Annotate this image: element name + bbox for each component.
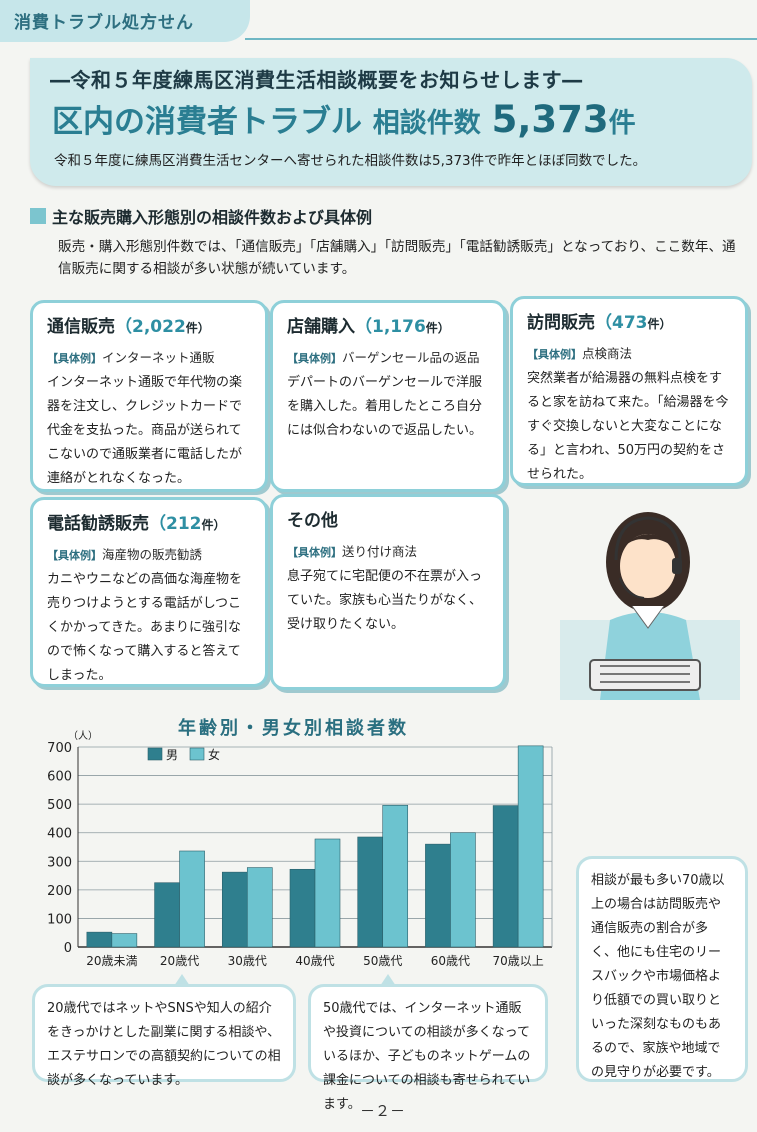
series-title: 消費トラブル処方せん — [14, 13, 194, 33]
card-example: 【具体例】海産物の販売勧誘 — [47, 547, 203, 562]
y-tick-label: 400 — [47, 827, 72, 842]
bar-female — [179, 850, 205, 948]
bar-female — [246, 867, 273, 948]
title-label: 相談件数 — [372, 108, 481, 139]
bar-female — [314, 838, 341, 948]
section-description: 販売・購入形態別件数では、「通信販売」「店舗購入」「訪問販売」「電話勧誘販売」と… — [58, 239, 736, 277]
y-tick-label: 100 — [47, 912, 72, 927]
card-mail-order: 通信販売（2,022件） 【具体例】インターネット通販 インターネット通販で年代… — [30, 300, 268, 492]
divider — [245, 38, 757, 40]
bar-female — [382, 804, 409, 948]
card-heading: 通信販売（2,022件） — [47, 317, 210, 337]
card-heading: 訪問販売（473件） — [527, 313, 672, 333]
page-number: －２－ — [360, 1102, 406, 1120]
card-heading: 店舗購入（1,176件） — [287, 317, 450, 337]
title-unit: 件 — [608, 108, 636, 139]
y-axis-label: （人） — [68, 730, 98, 742]
y-tick-label: 200 — [47, 884, 72, 899]
header-subtitle: ―令和５年度練馬区消費生活相談概要をお知らせします― — [50, 68, 583, 92]
y-tick-label: 500 — [47, 798, 72, 813]
card-phone-solicitation: 電話勧誘販売（212件） 【具体例】海産物の販売勧誘 カニやウニなどの高価な海産… — [30, 497, 268, 687]
card-body: インターネット通販で年代物の楽器を注文し、クレジットカードで代金を支払った。商品… — [47, 375, 243, 486]
card-body: カニやウニなどの高価な海産物を売りつけようとする電話がしつこくかかってきた。あま… — [47, 572, 243, 683]
bar-male — [289, 868, 316, 948]
card-count: （1,176 — [355, 317, 426, 337]
legend-swatch — [147, 747, 163, 761]
card-body: 突然業者が給湯器の無料点検をすると家を訪ねて来た。「給湯器を今すぐ交換しないと大… — [527, 371, 729, 482]
x-tick-label: 20歳代 — [160, 954, 199, 968]
note-pointer — [174, 974, 190, 986]
bar-female — [517, 745, 544, 948]
card-example: 【具体例】バーゲンセール品の返品 — [287, 350, 480, 365]
header-description: 令和５年度に練馬区消費生活センターへ寄せられた相談件数は5,373件で昨年とほぼ… — [54, 153, 647, 169]
bar-female — [111, 933, 138, 948]
note-twenties: 20歳代ではネットやSNSや知人の紹介をきっかけとした副業に関する相談や、エステ… — [32, 984, 296, 1088]
card-heading: 電話勧誘販売（212件） — [47, 514, 226, 534]
card-heading: その他 — [287, 511, 338, 531]
y-tick-label: 600 — [47, 770, 72, 785]
title-count: 5,373 — [491, 98, 609, 141]
card-door-to-door: 訪問販売（473件） 【具体例】点検商法 突然業者が給湯器の無料点検をすると家を… — [510, 296, 748, 486]
y-tick-label: 0 — [64, 941, 72, 956]
x-tick-label: 40歳代 — [295, 954, 334, 968]
card-other: その他 【具体例】送り付け商法 息子宛てに宅配便の不在票が入っていた。家族も心当… — [270, 494, 506, 690]
note-fifties: 50歳代では、インターネット通販や投資についての相談が多くなっているほか、子ども… — [308, 984, 548, 1112]
bar-female — [450, 832, 476, 948]
x-tick-label: 20歳未満 — [86, 954, 137, 968]
title-main: 区内の消費者トラブル — [52, 104, 362, 140]
section-title: 主な販売購入形態別の相談件数および具体例 — [52, 208, 373, 227]
x-tick-label: 70歳以上 — [493, 954, 544, 968]
x-tick-label: 30歳代 — [228, 954, 267, 968]
header-panel — [30, 58, 752, 186]
section-marker — [30, 208, 46, 224]
x-tick-label: 60歳代 — [431, 954, 470, 968]
card-count: （473 — [595, 313, 648, 333]
card-body: 息子宛てに宅配便の不在票が入っていた。家族も心当たりがなく、受け取りたくない。 — [287, 569, 483, 632]
card-example: 【具体例】点検商法 — [527, 346, 633, 361]
note-seventies: 相談が最も多い70歳以上の場合は訪問販売や通信販売の割合が多く、他にも住宅のリー… — [576, 856, 748, 1082]
chart-title: 年齢別・男女別相談者数 — [178, 718, 409, 739]
card-body: デパートのバーゲンセールで洋服を購入した。着用したところ自分には似合わないので返… — [287, 375, 483, 438]
legend-swatch — [189, 747, 205, 761]
note-pointer — [380, 974, 396, 986]
age-gender-chart: 0 100 200 300 400 500 600 700（人） 20歳未満 20歳代 30歳代 40… — [47, 730, 553, 968]
bar-male — [221, 871, 248, 948]
bar-male — [425, 843, 451, 948]
card-store-purchase: 店舗購入（1,176件） 【具体例】バーゲンセール品の返品 デパートのバーゲンセ… — [270, 300, 506, 492]
card-count: （212 — [149, 514, 202, 534]
bar-male — [492, 805, 519, 948]
top-tab — [0, 0, 250, 42]
legend-label: 男 — [166, 748, 178, 762]
page-title: 区内の消費者トラブル 相談件数 5,373件 — [52, 96, 636, 141]
y-tick-label: 300 — [47, 855, 72, 870]
bar-male — [86, 931, 113, 948]
card-example: 【具体例】送り付け商法 — [287, 544, 418, 559]
card-count: （2,022 — [115, 317, 186, 337]
legend-label: 女 — [208, 747, 220, 762]
card-example: 【具体例】インターネット通販 — [47, 350, 215, 365]
y-tick-label: 700 — [47, 741, 72, 756]
operator-illustration — [560, 512, 740, 700]
bar-male — [154, 882, 180, 948]
x-tick-label: 50歳代 — [363, 954, 402, 968]
bar-male — [357, 836, 384, 948]
